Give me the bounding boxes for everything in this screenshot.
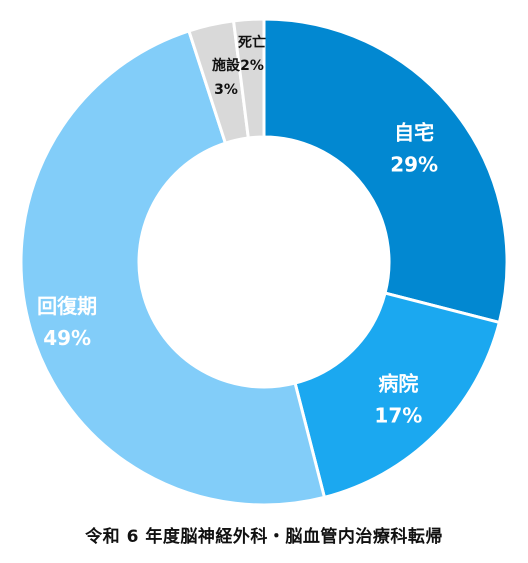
slice-value-hospital: 17% — [374, 403, 422, 427]
slice-value-home: 29% — [390, 153, 438, 177]
slice-label-death: 死亡 — [237, 34, 266, 51]
slice-hospital — [293, 291, 502, 500]
slice-label-facility: 施設 — [212, 57, 241, 74]
slice-rehab — [19, 29, 327, 507]
slice-value-facility: 3% — [214, 82, 238, 98]
slice-value-death: 2% — [240, 58, 264, 74]
slice-value-rehab: 49% — [43, 326, 91, 350]
slice-death — [231, 17, 266, 140]
slice-label-home: 自宅 — [394, 121, 434, 145]
slice-label-hospital: 病院 — [378, 371, 418, 395]
slice-label-rehab: 回復期 — [37, 294, 97, 318]
slice-home — [262, 17, 509, 325]
chart-title: 令和 6 年度脳神経外科・脳血管内治療科転帰 — [85, 527, 443, 547]
